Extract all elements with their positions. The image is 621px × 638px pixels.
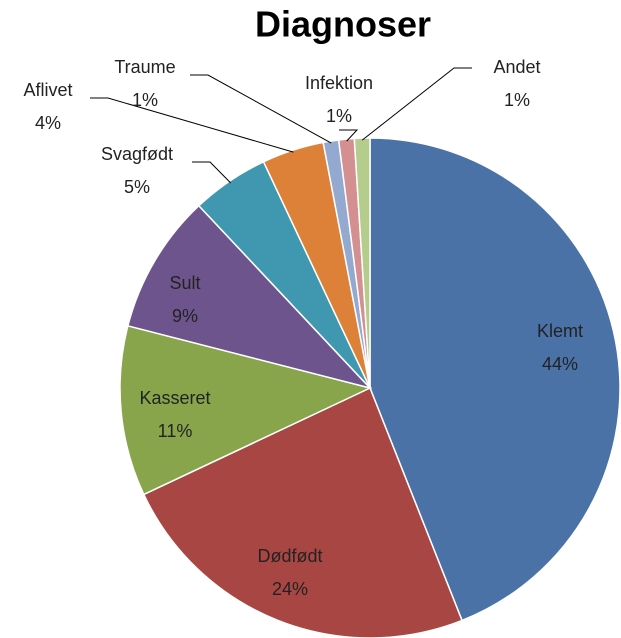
pie-slice <box>369 137 621 622</box>
slice-label: Sult <box>169 273 200 293</box>
leader-line <box>192 161 231 184</box>
leader-line <box>90 97 294 153</box>
slice-value-label: 9% <box>172 306 198 326</box>
leader-line <box>339 129 359 142</box>
slice-label: Klemt <box>537 321 583 341</box>
slice-value-label: 24% <box>272 579 308 599</box>
slice-value-label: 1% <box>132 90 158 110</box>
slice-value-label: 1% <box>504 90 530 110</box>
slice-label: Kasseret <box>139 388 210 408</box>
pie-slice <box>353 137 371 389</box>
chart-title: Diagnoser <box>255 4 431 45</box>
leader-line <box>190 74 332 144</box>
slice-label: Svagfødt <box>101 144 173 164</box>
slice-label: Aflivet <box>23 80 72 100</box>
slice-label: Infektion <box>305 73 373 93</box>
pie-slice <box>119 324 373 496</box>
slice-label: Dødfødt <box>257 546 322 566</box>
slice-value-label: 5% <box>124 177 150 197</box>
slice-label: Andet <box>493 57 540 77</box>
slice-value-label: 11% <box>158 421 193 441</box>
pie-slice <box>142 386 464 638</box>
leader-line <box>361 67 472 141</box>
pie-slice <box>126 204 373 390</box>
slice-value-label: 4% <box>35 113 61 133</box>
slice-value-label: 1% <box>326 106 352 126</box>
slice-value-label: 44% <box>542 354 578 374</box>
slice-label: Traume <box>114 57 175 77</box>
